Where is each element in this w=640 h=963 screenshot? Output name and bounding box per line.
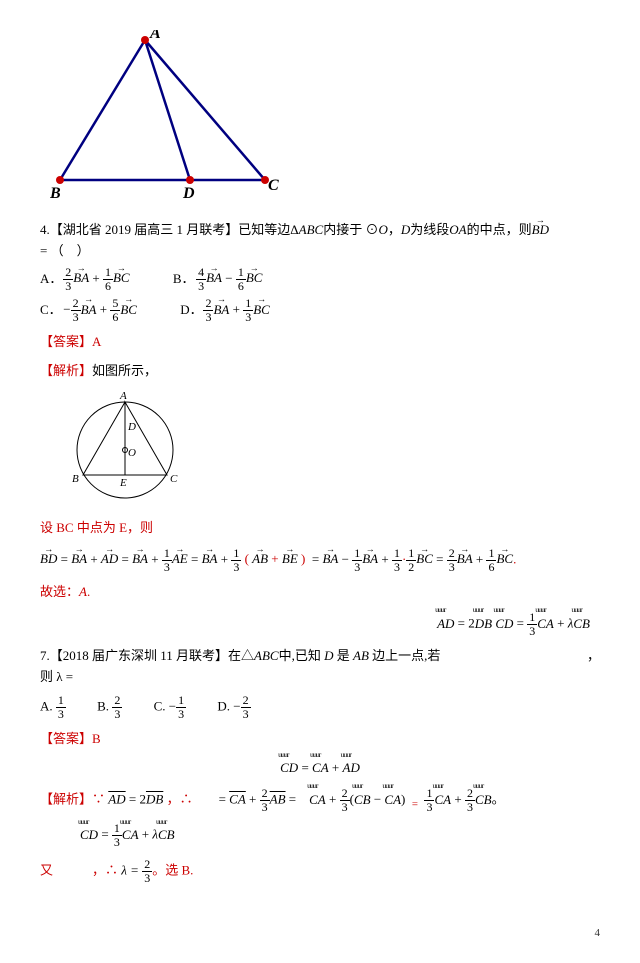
q4-options-row2: C． −23BA + 56BC D． 23BA + 13BC bbox=[40, 297, 600, 324]
page-number: 4 bbox=[40, 925, 600, 943]
q7-final: 又 ，∴ λ = 23。选 B. bbox=[40, 858, 600, 885]
q4-stem: 4.【湖北省 2019 届高三 1 月联考】已知等边ΔABC内接于 ⊙O，D为线… bbox=[40, 220, 600, 262]
q7-opt-d: D. −23 bbox=[217, 694, 250, 721]
q4-opt-d-label: D． bbox=[180, 300, 200, 321]
q4-analysis-head: 【解析】如图所示， bbox=[40, 361, 600, 382]
q4-number: 4. bbox=[40, 222, 50, 237]
svg-text:A: A bbox=[119, 390, 127, 402]
svg-text:C: C bbox=[170, 473, 178, 485]
q7-opt-a: A. 13 bbox=[40, 694, 66, 721]
q7-number: 7. bbox=[40, 648, 50, 663]
q4-opt-b-label: B． bbox=[173, 269, 193, 290]
q4-analysis-end: 故选：A. bbox=[40, 582, 600, 603]
q4-source: 【湖北省 2019 届高三 1 月联考】 bbox=[50, 222, 239, 237]
q4-opt-c: −23BA + 56BC bbox=[63, 297, 137, 324]
q4-opt-a-label: A． bbox=[40, 269, 60, 290]
svg-text:B: B bbox=[50, 185, 61, 200]
q7-opt-b: B. 23 bbox=[97, 694, 122, 721]
svg-text:B: B bbox=[72, 473, 79, 485]
q4-analysis-mid: 设 BC 中点为 E，则 bbox=[40, 518, 600, 539]
q7-source: 【2018 届广东深圳 11 月联考】 bbox=[50, 648, 228, 663]
circle-svg: A B C E D O bbox=[70, 390, 190, 510]
svg-text:D: D bbox=[127, 421, 136, 433]
q4-answer: 【答案】A bbox=[40, 332, 600, 353]
q4-opt-c-label: C． bbox=[40, 300, 60, 321]
ref-equation: AD = 2DB CD = 13CA + λCB bbox=[40, 611, 600, 638]
q7-stem: 7.【2018 届广东深圳 11 月联考】在△ABC中,已知 D 是 AB 边上… bbox=[40, 646, 600, 667]
q7-answer: 【答案】B bbox=[40, 729, 600, 750]
triangle-svg: A B C D bbox=[50, 30, 300, 200]
q7-deriv-bot: CD = 13CA + λCB bbox=[40, 822, 600, 849]
svg-text:E: E bbox=[119, 477, 127, 489]
q7-options: A. 13 B. 23 C. −13 D. −23 bbox=[40, 694, 600, 721]
circle-figure: A B C E D O bbox=[70, 390, 600, 510]
triangle-figure: A B C D bbox=[50, 30, 600, 200]
q4-derivation: BD = BA + AD = BA + 13AE = BA + 13 ( AB … bbox=[40, 547, 600, 574]
q4-opt-d: 23BA + 13BC bbox=[203, 297, 269, 324]
q7-opt-c: C. −13 bbox=[154, 694, 187, 721]
svg-text:D: D bbox=[182, 185, 195, 200]
q7-deriv-top: CD = CA + AD bbox=[40, 758, 600, 779]
q4-opt-a: 23BA + 16BC bbox=[63, 266, 129, 293]
svg-text:A: A bbox=[149, 30, 161, 42]
q7-line2: 则 λ = bbox=[40, 667, 600, 688]
q4-options-row1: A． 23BA + 16BC B． 43BA − 16BC bbox=[40, 266, 600, 293]
q4-opt-b: 43BA − 16BC bbox=[196, 266, 262, 293]
svg-text:C: C bbox=[268, 177, 279, 194]
q7-deriv-mid: 【解析】∵ AD = 2DB ，∴ = CA + 23AB = CA + 23(… bbox=[40, 787, 600, 814]
svg-text:O: O bbox=[128, 447, 136, 459]
